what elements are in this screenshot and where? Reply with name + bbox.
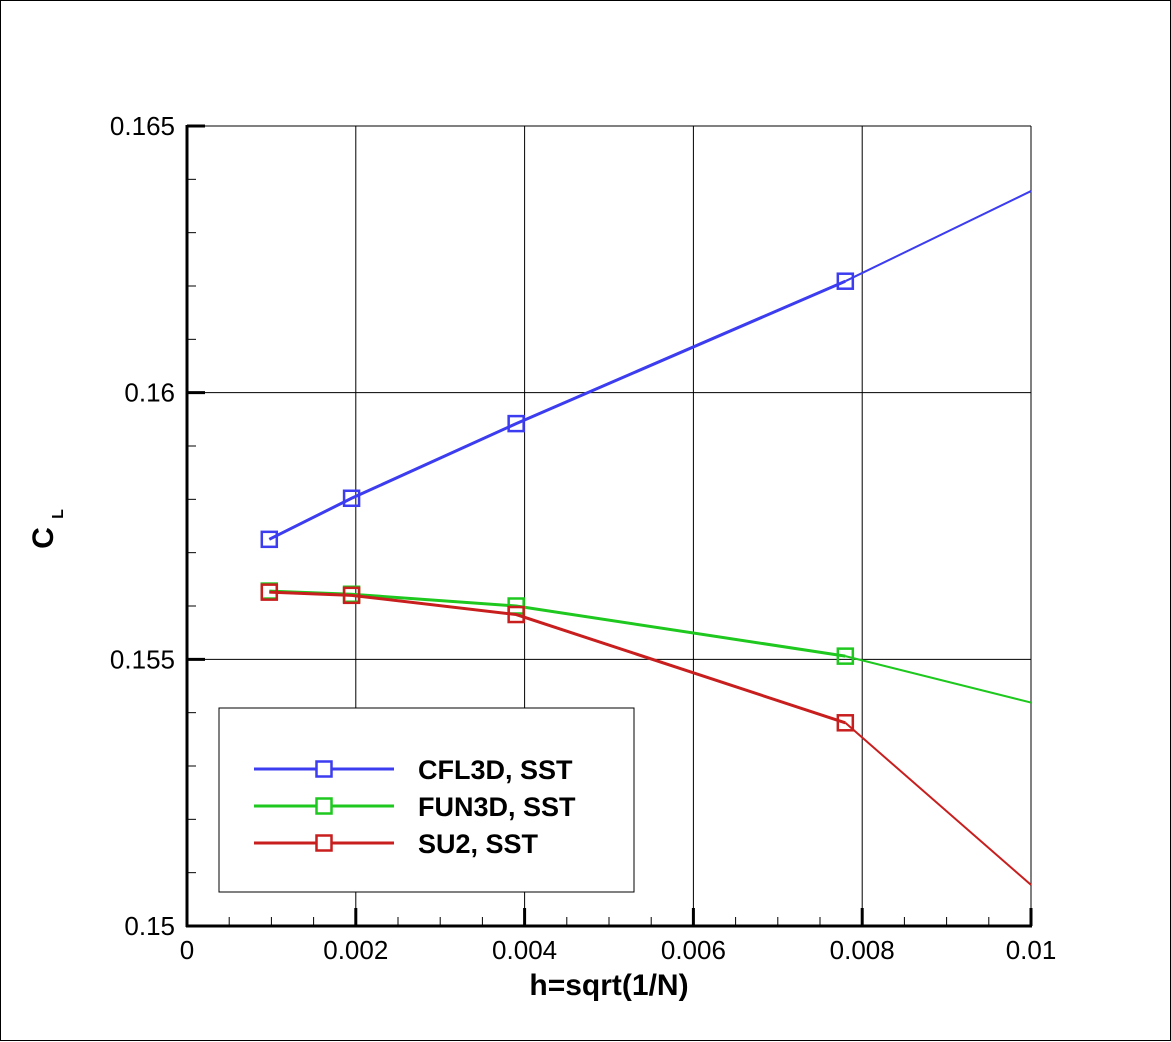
legend-label-fun3d-sst: FUN3D, SST: [418, 792, 576, 822]
series-extension-su2-sst: [844, 722, 1032, 886]
legend-marker-su2-sst: [315, 834, 333, 852]
data-point-su2-sst: [342, 586, 361, 605]
series-extension-cfl3d-sst: [844, 190, 1032, 283]
data-point-cfl3d-sst: [260, 530, 279, 549]
data-point-su2-sst: [260, 583, 279, 601]
data-point-su2-sst: [836, 714, 855, 732]
y-tick-label: 0.165: [110, 111, 175, 141]
y-tick-label: 0.16: [124, 378, 175, 408]
svg-text:C L: C L: [27, 509, 67, 549]
x-axis-title: h=sqrt(1/N): [529, 969, 688, 1002]
data-point-cfl3d-sst: [342, 489, 361, 508]
x-tick-label: 0: [180, 935, 194, 965]
data-point-cfl3d-sst: [836, 272, 855, 290]
series-line-cfl3d-sst: [268, 279, 846, 541]
series-extension-fun3d-sst: [845, 655, 1032, 704]
x-tick-label: 0.004: [492, 935, 557, 965]
data-point-fun3d-sst: [836, 647, 855, 665]
x-tick-label: 0.006: [661, 935, 726, 965]
series-line-su2-sst: [269, 590, 846, 725]
legend-label-su2-sst: SU2, SST: [418, 829, 539, 859]
data-point-su2-sst: [507, 605, 525, 624]
y-tick-label: 0.155: [110, 644, 175, 674]
x-tick-label: 0.01: [1006, 935, 1057, 965]
legend-marker-cfl3d-sst: [315, 760, 333, 778]
y-axis-title: C L: [27, 509, 67, 549]
y-axis-title-sub: L: [50, 509, 67, 519]
legend-box: [218, 707, 635, 893]
y-tick-label: 0.15: [124, 911, 175, 941]
legend-label-cfl3d-sst: CFL3D, SST: [418, 755, 573, 785]
data-point-cfl3d-sst: [507, 414, 525, 433]
y-axis-title-main: C: [27, 527, 60, 549]
legend-marker-fun3d-sst: [315, 797, 333, 815]
x-tick-label: 0.002: [323, 935, 388, 965]
x-tick-label: 0.008: [830, 935, 895, 965]
